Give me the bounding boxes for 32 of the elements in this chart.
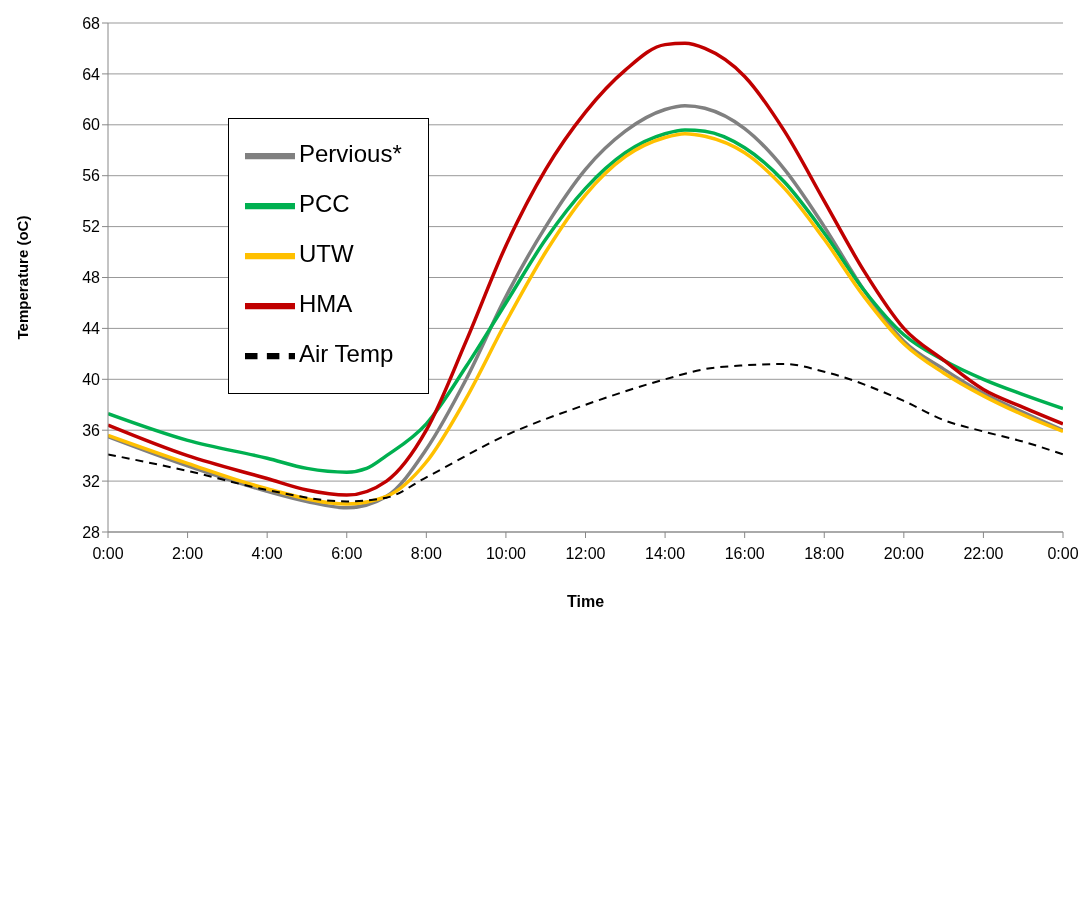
y-tick-label: 52 [82,218,101,236]
x-tick-label: 2:00 [172,545,204,563]
line-series [108,41,1063,497]
y-tick-label: 64 [82,65,101,83]
legend-label: Air Temp [299,340,394,368]
x-tick-label: 4:00 [251,545,283,563]
y-axis-title: Temperature (oC) [14,215,32,340]
y-tick-label: 28 [82,523,101,541]
y-tick-label: 48 [82,269,101,287]
x-tick-label: 20:00 [883,545,924,563]
x-tick-label: 10:00 [485,545,527,563]
x-tick-label: 0:00 [92,545,124,563]
legend-label: HMA [299,290,353,318]
legend-label: UTW [299,240,354,268]
legend-label: Pervious* [299,140,402,168]
x-tick-label: 6:00 [331,545,363,563]
y-tick-label: 44 [82,320,101,338]
x-tick-label: 14:00 [645,545,686,563]
y-tick-label: 56 [82,167,101,185]
legend-label: PCC [299,190,350,218]
x-tick-label: 18:00 [804,545,845,563]
x-tick-label: 16:00 [724,545,765,563]
y-tick-label: 60 [82,116,101,134]
y-tick-label: 32 [82,472,101,490]
y-tick-label: 36 [82,421,101,439]
x-tick-label: 8:00 [410,545,443,563]
x-tick-label: 12:00 [565,545,606,563]
y-tick-label: 68 [82,14,101,32]
x-axis-title: Time [566,593,605,610]
x-tick-label: 0:00 [1047,545,1079,563]
y-tick-label: 40 [82,370,101,388]
x-tick-label: 22:00 [963,545,1004,563]
